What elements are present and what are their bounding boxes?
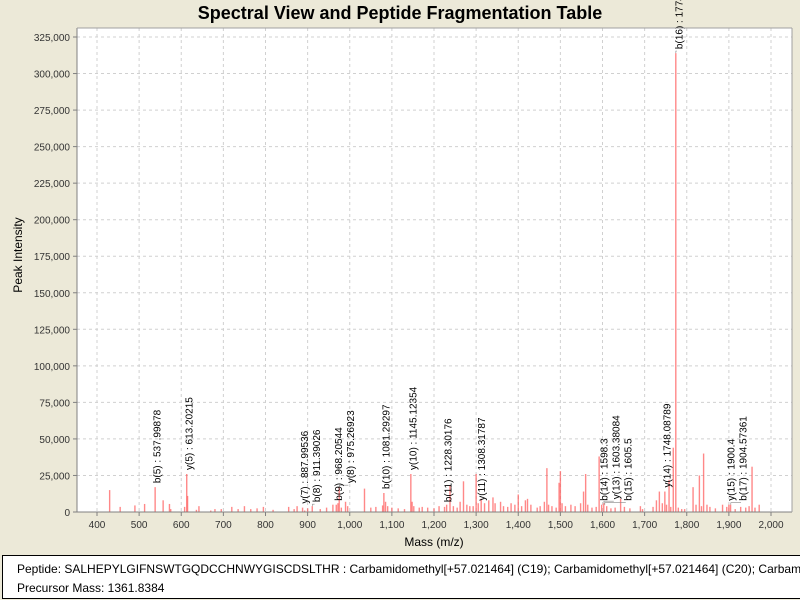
label-leader-line [312, 503, 315, 507]
label-leader-line [339, 484, 349, 488]
x-tick-label: 1,000 [337, 520, 362, 531]
peak-annotation-label: y(8) : 975.26923 [346, 410, 357, 483]
y-tick-label: 150,000 [34, 289, 71, 300]
peak-annotation-label: b(9) : 968.20544 [334, 427, 345, 501]
peak-annotation-label: b(5) : 537.99878 [153, 409, 164, 483]
peak-annotation-label: b(10) : 1081.29297 [381, 404, 392, 489]
y-tick-label: 275,000 [34, 106, 71, 117]
x-tick-label: 1,900 [716, 520, 741, 531]
peak-annotation-label: y(13) : 1603.38084 [611, 415, 622, 499]
x-tick-label: 1,200 [421, 520, 446, 531]
y-axis-label: Peak Intensity [11, 217, 25, 292]
peak-annotation-label: b(8) : 911.39026 [312, 429, 323, 502]
x-tick-label: 1,300 [464, 520, 489, 531]
x-tick-label: 1,600 [590, 520, 615, 531]
y-tick-label: 0 [64, 508, 70, 519]
peak-annotation-label: b(15) : 1605.5 [623, 438, 634, 501]
label-leader-line [730, 502, 742, 505]
label-leader-line [675, 50, 677, 54]
peak-labels: b(5) : 537.99878 y(5) : 613.20215 y(7) : 8… [153, 0, 750, 504]
y-tick-label: 225,000 [34, 179, 71, 190]
label-leader-line [603, 500, 614, 504]
precursor-mass-text: Precursor Mass: 1361.8384 [17, 581, 165, 595]
peak-annotation-label: b(11) : 1228.30176 [443, 418, 454, 502]
y-tick-label: 75,000 [39, 398, 70, 409]
x-tick-label: 1,100 [379, 520, 404, 531]
spectrum-chart[interactable]: b(5) : 537.99878 y(5) : 613.20215 y(7) : 8… [0, 0, 800, 555]
x-tick-label: 900 [299, 520, 316, 531]
y-tick-label: 250,000 [34, 143, 71, 154]
chart-title: Spectral View and Peptide Fragmentation … [197, 3, 603, 23]
peptide-sequence-text: Peptide: SALHEPYLGIFNSWTGQDCCHNWYGISCDSL… [17, 562, 800, 576]
x-tick-label: 600 [173, 520, 190, 531]
y-tick-label: 100,000 [34, 362, 71, 373]
peak-annotation-label: y(11) : 1308.31787 [477, 417, 488, 501]
x-tick-label: 800 [257, 520, 274, 531]
y-tick-label: 50,000 [39, 435, 70, 446]
x-tick-label: 500 [131, 520, 148, 531]
peak-annotation-label: y(10) : 1145.12354 [408, 386, 419, 470]
peak-annotation-label: y(7) : 887.99536 [300, 430, 311, 503]
x-tick-label: 1,700 [632, 520, 657, 531]
y-tick-label: 300,000 [34, 70, 71, 81]
peak-annotation-label: b(17) : 1904.57361 [739, 416, 750, 501]
label-leader-lines [312, 50, 742, 507]
peak-bars [108, 53, 760, 512]
peak-annotation-label: y(15) : 1900.4 [727, 439, 738, 501]
peak-annotation-label: y(5) : 613.20215 [184, 397, 195, 470]
peak-annotation-label: b(14) : 1598.3 [599, 438, 610, 501]
peak-annotation-label: y(14) : 1748.08789 [662, 403, 673, 487]
y-tick-label: 125,000 [34, 325, 71, 336]
x-tick-label: 1,800 [674, 520, 699, 531]
axes: 400 500 600 700 800 900 1,000 1,100 1,200 1,300 1,… [34, 27, 793, 531]
y-tick-label: 325,000 [34, 33, 71, 44]
x-tick-label: 2,000 [758, 520, 783, 531]
label-leader-line [604, 502, 626, 505]
peak-annotation-label: b(16) : 1774.08179 [674, 0, 685, 49]
x-tick-label: 700 [215, 520, 232, 531]
y-tick-label: 25,000 [39, 471, 70, 482]
x-tick-label: 1,400 [506, 520, 531, 531]
y-tick-label: 200,000 [34, 216, 71, 227]
y-tick-label: 175,000 [34, 252, 71, 263]
x-tick-label: 1,500 [548, 520, 573, 531]
x-tick-label: 400 [89, 520, 106, 531]
peptide-info-panel: Peptide: SALHEPYLGIFNSWTGQDCCHNWYGISCDSL… [2, 555, 800, 599]
x-axis-label: Mass (m/z) [404, 535, 463, 549]
